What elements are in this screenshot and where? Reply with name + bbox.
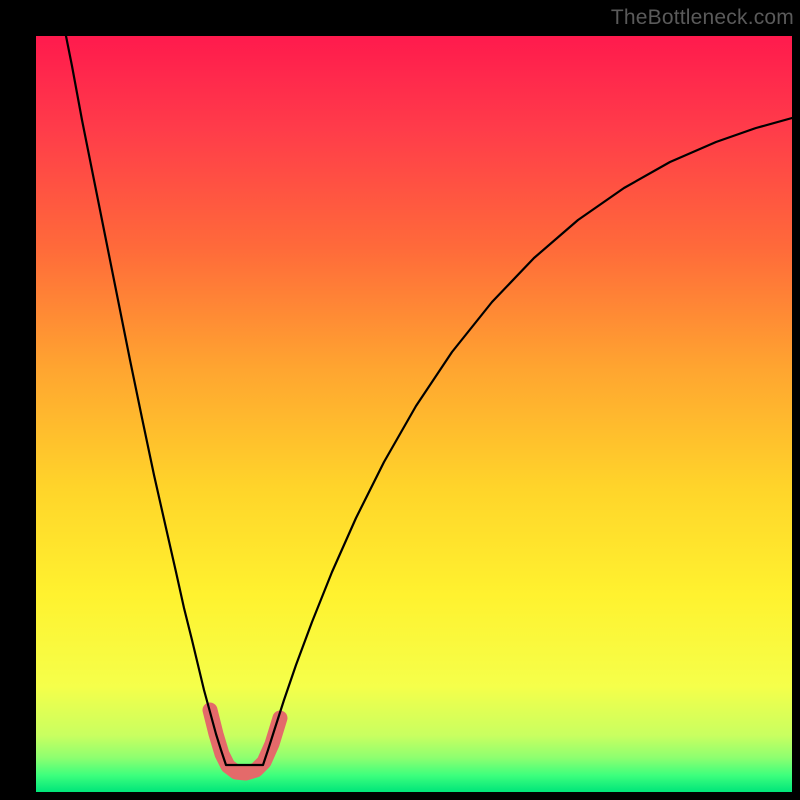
- valley-highlight: [210, 710, 280, 773]
- bottleneck-curve: [66, 36, 792, 765]
- curve-layer: [36, 36, 792, 792]
- watermark-text: TheBottleneck.com: [611, 6, 794, 30]
- plot-area: [36, 36, 792, 792]
